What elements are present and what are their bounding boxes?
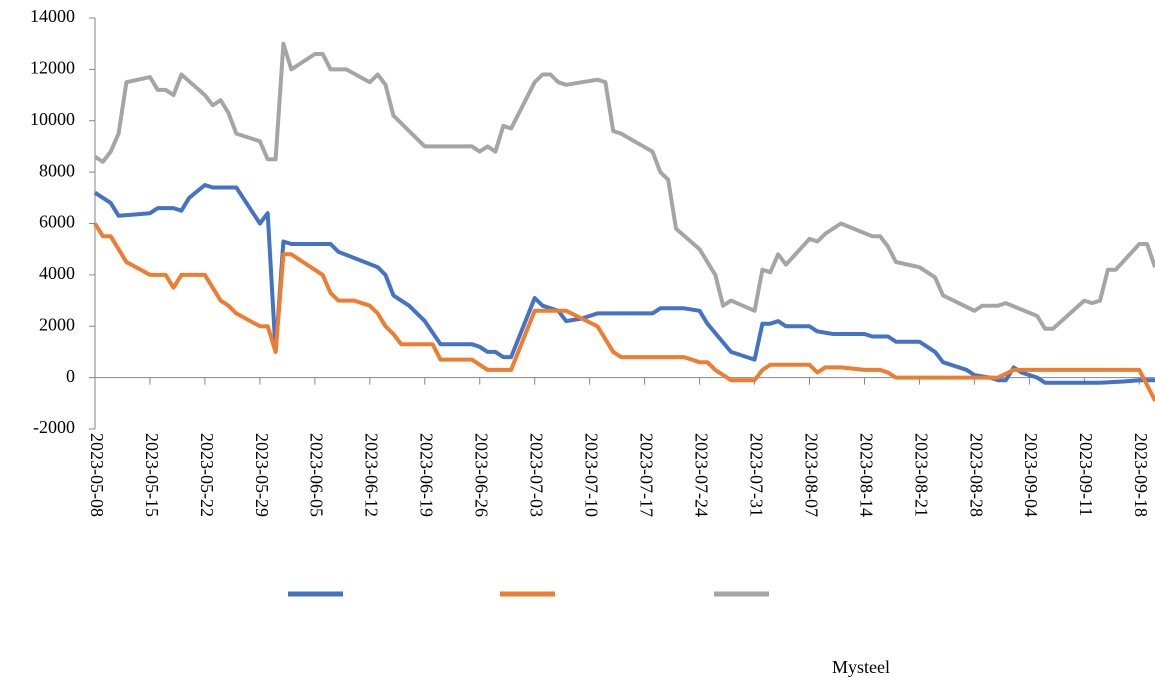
- y-tick-label: 4000: [39, 263, 75, 283]
- x-tick-label: 2023-09-04: [1021, 433, 1041, 517]
- y-tick-label: 8000: [39, 160, 75, 180]
- source-note: Mysteel: [832, 657, 890, 677]
- x-tick-label: 2023-06-26: [472, 433, 492, 517]
- x-tick-label: 2023-08-07: [801, 433, 821, 517]
- x-tick-label: 2023-08-21: [911, 433, 931, 517]
- x-tick-label: 2023-06-12: [362, 433, 382, 517]
- y-tick-label: 0: [66, 366, 75, 386]
- y-tick-label: 6000: [39, 212, 75, 232]
- series-line: [93, 222, 1155, 402]
- x-tick-label: 2023-05-29: [252, 433, 272, 517]
- y-tick-label: 10000: [30, 109, 75, 129]
- x-tick-label: 2023-05-15: [142, 433, 162, 517]
- y-tick-label: 2000: [39, 314, 75, 334]
- series-line: [93, 41, 1155, 331]
- x-tick-label: 2023-08-14: [856, 433, 876, 517]
- x-tick-label: 2023-09-18: [1131, 433, 1151, 517]
- x-tick-label: 2023-06-19: [417, 433, 437, 517]
- y-tick-label: 12000: [30, 58, 75, 78]
- x-tick-label: 2023-07-24: [691, 433, 711, 517]
- y-tick-label: -2000: [33, 417, 75, 437]
- x-tick-label: 2023-07-31: [746, 433, 766, 517]
- y-tick-label: 14000: [30, 6, 75, 26]
- x-tick-label: 2023-05-22: [197, 433, 217, 517]
- x-tick-label: 2023-08-28: [966, 433, 986, 517]
- x-tick-label: 2023-05-08: [87, 433, 107, 517]
- series-line: [93, 183, 1155, 385]
- x-tick-label: 2023-09-11: [1076, 433, 1096, 516]
- x-tick-label: 2023-07-17: [637, 433, 657, 517]
- x-tick-label: 2023-07-03: [527, 433, 547, 517]
- x-tick-label: 2023-06-05: [307, 433, 327, 517]
- x-tick-label: 2023-07-10: [582, 433, 602, 517]
